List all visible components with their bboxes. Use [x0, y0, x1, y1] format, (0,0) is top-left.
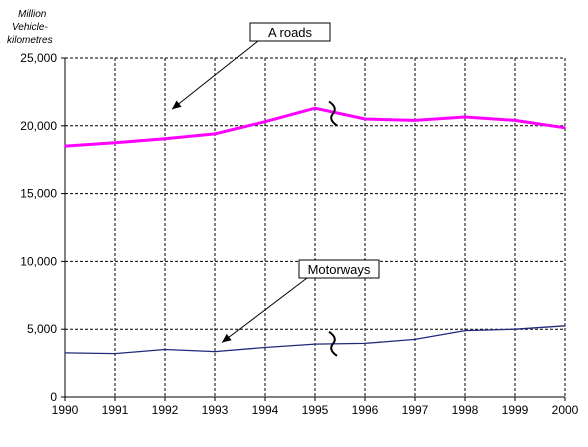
callout-box [249, 22, 331, 42]
x-tick-label: 1999 [502, 403, 529, 417]
x-tick-label: 1993 [202, 403, 229, 417]
callout-box [298, 259, 380, 279]
data-point [364, 118, 366, 120]
data-point [264, 346, 266, 349]
data-point [464, 116, 466, 118]
callout-arrow-line [221, 277, 308, 343]
data-point [214, 133, 216, 135]
data-point [64, 145, 66, 147]
data-point [564, 325, 566, 327]
gridlines [65, 57, 566, 397]
callout-arrow-line [171, 40, 259, 110]
tick-labels: 0 5,000 10,000 15,000 20,000 25,000 1990 1991 19… [20, 51, 578, 417]
callout-arrowhead [172, 100, 182, 110]
data-point [414, 119, 416, 122]
x-tick-label: 1996 [352, 403, 379, 417]
data-point [364, 342, 366, 345]
x-tick-label: 1998 [452, 403, 479, 417]
x-tick-label: 1991 [102, 403, 129, 417]
data-point [164, 137, 166, 140]
data-point [414, 338, 416, 341]
data-point [164, 348, 166, 351]
x-tick-label: 2000 [552, 403, 579, 417]
y-axis-title-line-3: kilometres [7, 35, 53, 46]
x-tick-label: 1995 [302, 403, 329, 417]
data-point [114, 352, 116, 355]
x-tick-label: 1994 [252, 403, 279, 417]
y-axis-title-line-2: Vehicle- [12, 22, 48, 33]
data-point [214, 350, 216, 353]
y-axis-title-line-1: Million [18, 9, 47, 20]
data-point [114, 141, 116, 144]
data-point [514, 119, 516, 122]
y-tick-label: 15,000 [20, 187, 57, 201]
series-lines [64, 106, 566, 355]
callout-arrowhead [222, 333, 232, 343]
callout-label: Motorways [308, 262, 371, 277]
data-point [564, 127, 566, 129]
y-axis-title: Million Vehicle- kilometres [7, 9, 53, 46]
data-point [514, 328, 516, 331]
y-tick-label: 5,000 [27, 322, 57, 336]
x-tick-label: 1997 [402, 403, 429, 417]
axes [61, 57, 566, 401]
x-tick-label: 1992 [152, 403, 179, 417]
callout-label: A roads [268, 25, 313, 40]
data-point [264, 120, 266, 123]
y-tick-label: 20,000 [20, 119, 57, 133]
break-mark [328, 330, 338, 357]
break-mark [328, 100, 338, 127]
break-marks [328, 100, 338, 357]
y-tick-label: 25,000 [20, 51, 57, 65]
data-point [314, 343, 316, 345]
y-tick-label: 10,000 [20, 254, 57, 268]
callouts: A roads Motorways [171, 22, 380, 343]
data-point [64, 352, 66, 354]
x-tick-label: 1990 [52, 403, 79, 417]
y-tick-label: 0 [50, 390, 57, 404]
data-point [314, 107, 316, 109]
data-point [464, 329, 466, 332]
